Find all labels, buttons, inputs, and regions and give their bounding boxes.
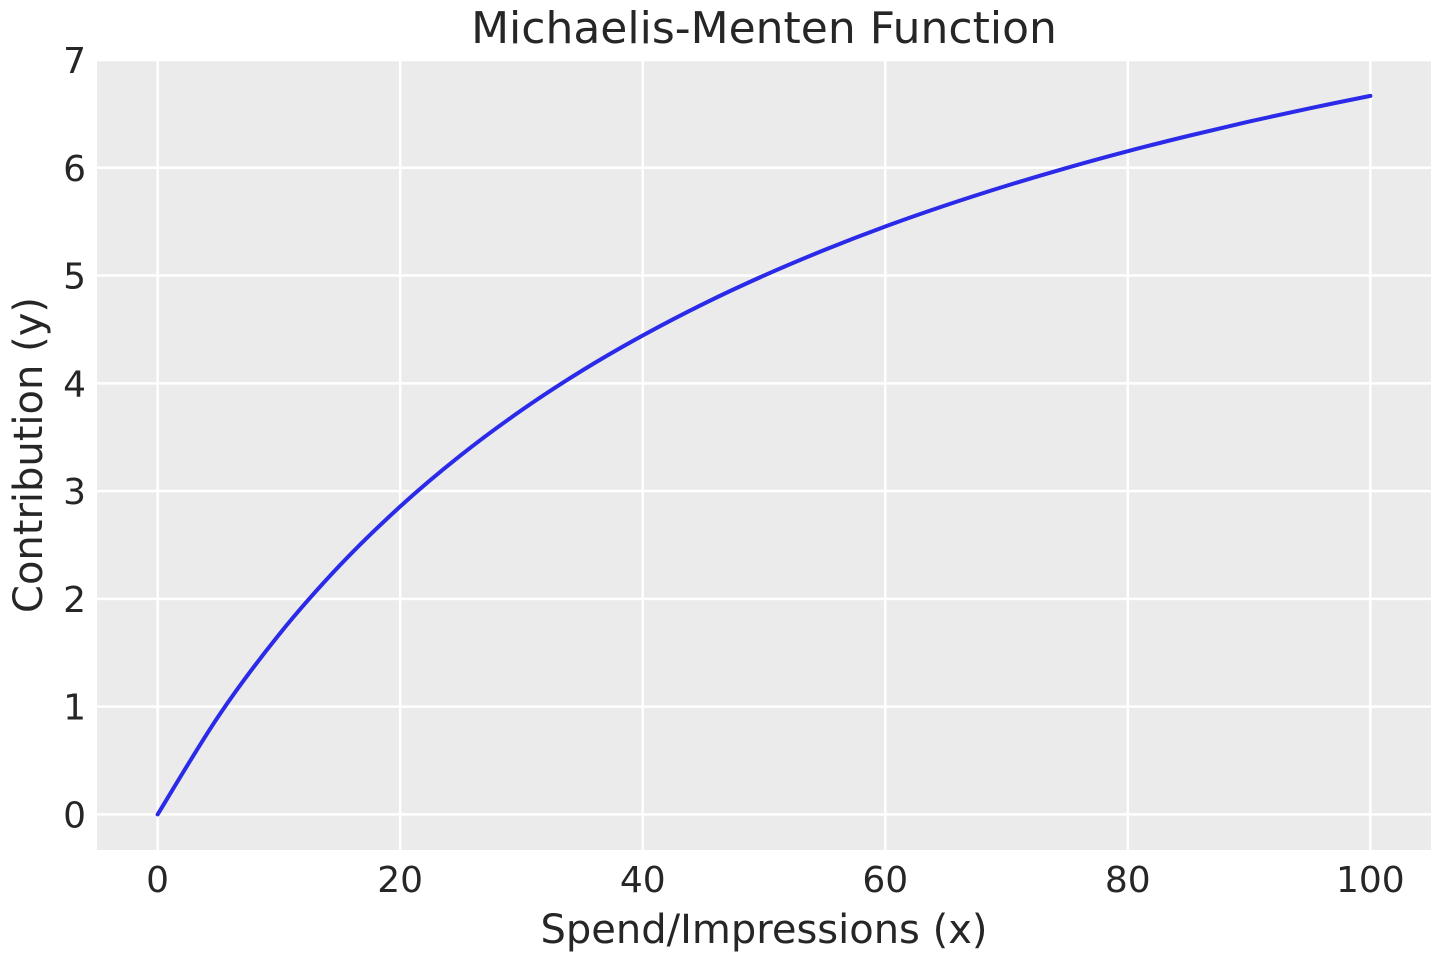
plot-background	[97, 60, 1431, 850]
x-tick-label: 0	[146, 860, 169, 901]
y-tick-label: 3	[63, 472, 86, 513]
chart-title: Michaelis-Menten Function	[471, 3, 1057, 54]
y-tick-label: 2	[63, 580, 86, 621]
gridlines	[97, 58, 1431, 850]
x-tick-label: 100	[1336, 860, 1405, 901]
y-tick-label: 4	[63, 364, 86, 405]
x-tick-label: 60	[862, 860, 908, 901]
x-tick-labels: 0 20 40 60 80 100	[146, 860, 1405, 901]
y-tick-label: 6	[63, 149, 86, 190]
y-tick-label: 7	[63, 41, 86, 82]
series-group	[155, 93, 1373, 817]
y-tick-labels: 0 1 2 3 4 5 6 7	[63, 41, 86, 836]
y-tick-label: 0	[63, 795, 86, 836]
x-tick-label: 20	[377, 860, 423, 901]
y-axis-label: Contribution (y)	[6, 297, 52, 613]
y-tick-label: 1	[63, 688, 86, 729]
x-tick-label: 40	[620, 860, 666, 901]
series-line	[155, 93, 1373, 817]
x-tick-label: 80	[1105, 860, 1151, 901]
x-axis-label: Spend/Impressions (x)	[541, 907, 988, 953]
y-tick-label: 5	[63, 257, 86, 298]
